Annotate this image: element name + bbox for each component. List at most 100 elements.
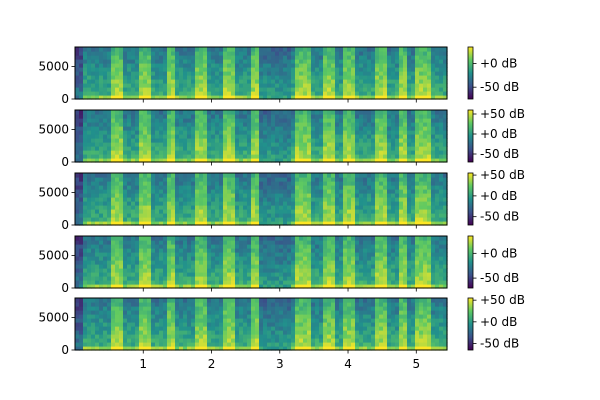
heatmap-cell <box>167 110 172 115</box>
heatmap-cell <box>203 134 208 139</box>
heatmap-cell <box>303 59 308 64</box>
heatmap-cell <box>275 75 280 80</box>
heatmap-cell <box>291 256 296 261</box>
heatmap-cell <box>283 130 288 135</box>
heatmap-cell <box>267 209 272 214</box>
heatmap-cell <box>219 126 224 131</box>
heatmap-cell <box>351 154 356 159</box>
heatmap-cell <box>195 154 200 159</box>
heatmap-cell <box>383 67 388 72</box>
heatmap-cell <box>163 114 168 119</box>
heatmap-cell <box>415 63 420 68</box>
heatmap-cell <box>415 268 420 273</box>
heatmap-cell <box>303 122 308 127</box>
heatmap-cell <box>435 284 440 289</box>
heatmap-cell <box>247 217 252 222</box>
heatmap-cell <box>159 87 164 92</box>
heatmap-cell <box>207 217 212 222</box>
heatmap-cell <box>227 126 232 131</box>
heatmap-cell <box>187 189 192 194</box>
heatmap-cell <box>187 67 192 72</box>
heatmap-cell <box>103 205 108 210</box>
heatmap-cell <box>103 138 108 143</box>
heatmap-cell <box>231 248 236 253</box>
heatmap-cell <box>223 276 228 281</box>
heatmap-cell <box>427 114 432 119</box>
heatmap-cell <box>219 201 224 206</box>
heatmap-cell <box>75 118 80 123</box>
heatmap-cell <box>267 130 272 135</box>
heatmap-cell <box>307 126 312 131</box>
heatmap-cell <box>299 213 304 218</box>
heatmap-cell <box>87 256 92 261</box>
heatmap-cell <box>287 248 292 253</box>
heatmap-cell <box>355 118 360 123</box>
heatmap-cell <box>115 189 120 194</box>
heatmap-cell <box>403 268 408 273</box>
heatmap-cell <box>331 91 336 96</box>
heatmap-cell <box>315 67 320 72</box>
heatmap-cell <box>403 67 408 72</box>
heatmap-cell <box>119 67 124 72</box>
heatmap-cell <box>375 284 380 289</box>
heatmap-cell <box>331 154 336 159</box>
heatmap-cell <box>403 59 408 64</box>
heatmap-cell <box>379 158 384 163</box>
heatmap-cell <box>379 154 384 159</box>
heatmap-cell <box>211 272 216 277</box>
heatmap-cell <box>263 177 268 182</box>
heatmap-cell <box>263 59 268 64</box>
heatmap-cell <box>211 284 216 289</box>
heatmap-cell <box>131 91 136 96</box>
heatmap-cell <box>199 146 204 151</box>
heatmap-cell <box>435 240 440 245</box>
heatmap-cell <box>435 252 440 257</box>
heatmap-cell <box>143 221 148 226</box>
heatmap-cell <box>227 284 232 289</box>
heatmap-cell <box>75 51 80 56</box>
heatmap-cell <box>159 197 164 202</box>
heatmap-cell <box>247 189 252 194</box>
heatmap-cell <box>367 181 372 186</box>
heatmap-cell <box>435 248 440 253</box>
heatmap-cell <box>407 126 412 131</box>
heatmap-cell <box>351 205 356 210</box>
heatmap-cell <box>243 146 248 151</box>
heatmap-cell <box>147 173 152 178</box>
heatmap-cell <box>403 217 408 222</box>
heatmap-cell <box>127 185 132 190</box>
heatmap-cell <box>383 272 388 277</box>
heatmap-cell <box>115 95 120 100</box>
heatmap-cell <box>291 122 296 127</box>
heatmap-cell <box>95 334 100 339</box>
heatmap-cell <box>259 264 264 269</box>
heatmap-cell <box>211 185 216 190</box>
heatmap-cell <box>175 185 180 190</box>
heatmap-cell <box>235 252 240 257</box>
heatmap-cell <box>367 264 372 269</box>
heatmap-cell <box>123 248 128 253</box>
heatmap-cell <box>231 205 236 210</box>
heatmap-cell <box>407 252 412 257</box>
heatmap-cell <box>243 185 248 190</box>
heatmap-cell <box>331 276 336 281</box>
heatmap-cell <box>127 158 132 163</box>
heatmap-cell <box>239 217 244 222</box>
heatmap-cell <box>223 71 228 76</box>
heatmap-cell <box>223 193 228 198</box>
heatmap-cell <box>383 110 388 115</box>
heatmap-cell <box>203 268 208 273</box>
heatmap-cell <box>267 154 272 159</box>
heatmap-cell <box>387 146 392 151</box>
heatmap-cell <box>147 55 152 60</box>
heatmap-cell <box>91 177 96 182</box>
heatmap-cell <box>231 75 236 80</box>
heatmap-cell <box>363 256 368 261</box>
heatmap-cell <box>411 284 416 289</box>
heatmap-cell <box>323 268 328 273</box>
heatmap-cell <box>195 197 200 202</box>
heatmap-cell <box>75 138 80 143</box>
heatmap-cell <box>303 87 308 92</box>
heatmap-cell <box>251 193 256 198</box>
heatmap-cell <box>195 146 200 151</box>
